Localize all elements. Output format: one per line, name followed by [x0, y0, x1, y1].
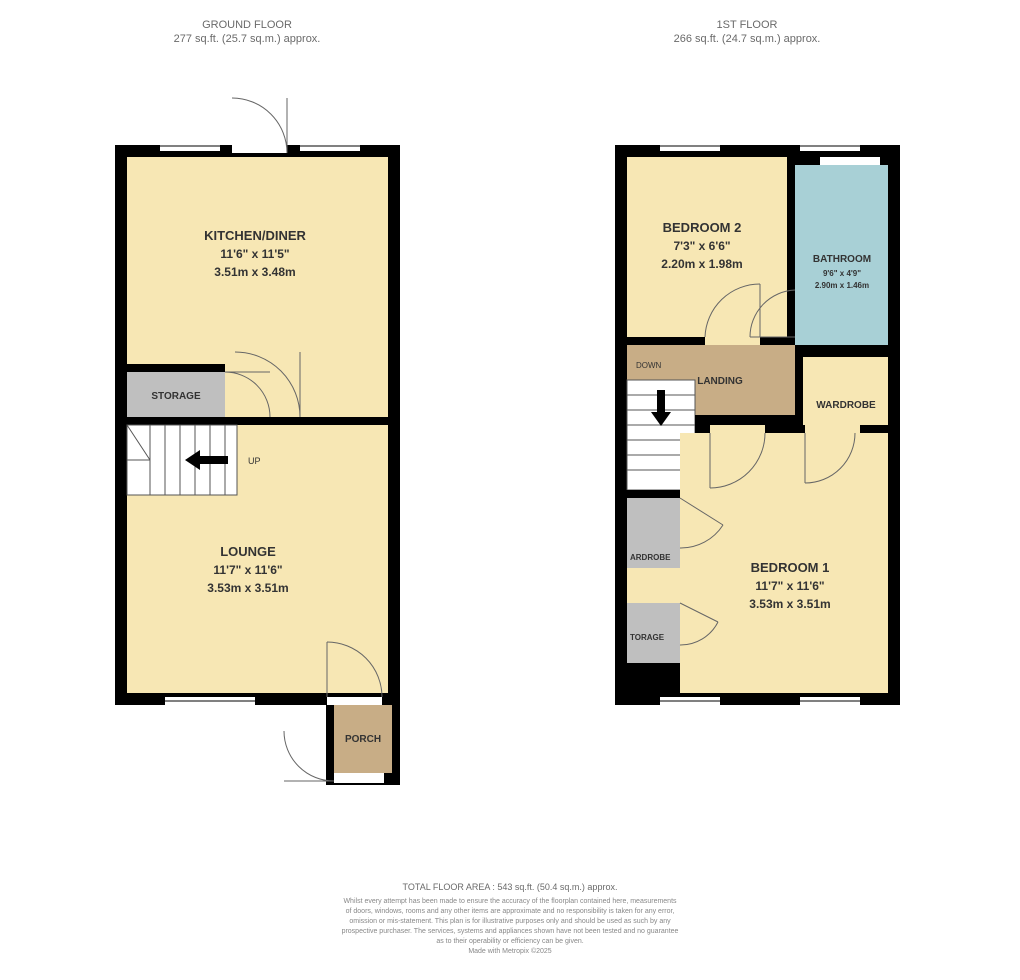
wardrobe-small-label: ARDROBE — [630, 553, 671, 562]
lounge-dim2: 3.53m x 3.51m — [207, 581, 288, 595]
bedroom1-dim1: 11'7" x 11'6" — [755, 579, 824, 593]
footer-line1: Whilst every attempt has been made to en… — [343, 898, 677, 905]
lounge-porch-opening — [327, 697, 382, 705]
storage-label: STORAGE — [151, 391, 201, 402]
storage-top-wall — [127, 364, 225, 372]
ground-floor-title: GROUND FLOOR — [202, 19, 292, 31]
wardrobe-door-opening — [805, 425, 860, 433]
bedroom2-dim1: 7'3" x 6'6" — [673, 239, 730, 253]
bathroom-dim2: 2.90m x 1.46m — [815, 281, 869, 290]
up-label: UP — [248, 456, 261, 466]
footer-total: TOTAL FLOOR AREA : 543 sq.ft. (50.4 sq.m… — [403, 882, 618, 892]
wardrobe-left-wall — [795, 357, 803, 425]
lounge-label: LOUNGE — [220, 544, 276, 559]
first-floor-sub: 266 sq.ft. (24.7 sq.m.) approx. — [674, 33, 821, 45]
kitchen-dim2: 3.51m x 3.48m — [214, 265, 295, 279]
wardrobe-room — [803, 357, 888, 425]
kitchen-label: KITCHEN/DINER — [204, 228, 306, 243]
bed2-door-opening — [705, 337, 760, 345]
ground-floor-sub: 277 sq.ft. (25.7 sq.m.) approx. — [174, 33, 321, 45]
stairs-ground — [127, 425, 237, 495]
wardrobe-top-wall — [795, 345, 900, 357]
bed1-door-opening — [710, 425, 765, 433]
ground-floor: UP KITCHEN/DINER 11'6" x 11'5" 3.51m x 3… — [115, 98, 400, 785]
first-floor: BEDROOM 2 7'3" x 6'6" 2.20m x 1.98m BATH… — [615, 142, 900, 706]
wall-bed2-bath — [787, 157, 795, 357]
footer-line3: omission or mis-statement. This plan is … — [349, 918, 671, 925]
floorplan-canvas: GROUND FLOOR 277 sq.ft. (25.7 sq.m.) app… — [0, 0, 1020, 980]
bedroom2-label: BEDROOM 2 — [663, 220, 742, 235]
kitchen-backdoor-opening — [232, 145, 287, 153]
first-floor-title: 1ST FLOOR — [717, 19, 778, 31]
porch-label: PORCH — [345, 734, 381, 745]
bathroom-dim1: 9'6" x 4'9" — [823, 269, 861, 278]
bathroom-ledge — [820, 157, 880, 165]
partition-kitchen-lounge-right — [300, 417, 400, 425]
porch-door-opening — [334, 773, 384, 783]
partition-kitchen-lounge-left — [115, 417, 235, 425]
footer-line4: prospective purchaser. The services, sys… — [342, 928, 679, 935]
bedroom1-dim2: 3.53m x 3.51m — [749, 597, 830, 611]
footer-line5: as to their operability or efficiency ca… — [436, 938, 583, 945]
wardrobe-label: WARDROBE — [816, 400, 876, 411]
footer-line6: Made with Metropix ©2025 — [468, 947, 551, 955]
lounge-dim1: 11'7" x 11'6" — [213, 563, 282, 577]
kitchen-dim1: 11'6" x 11'5" — [220, 247, 289, 261]
storage-small-label: TORAGE — [630, 633, 665, 642]
bed1-alcove — [627, 568, 680, 603]
kitchen-backdoor-arc — [232, 98, 287, 153]
down-label: DOWN — [636, 361, 662, 370]
bedroom1-label: BEDROOM 1 — [751, 560, 830, 575]
footer-line2: of doors, windows, rooms and any other i… — [346, 908, 675, 915]
landing-label: LANDING — [697, 376, 743, 387]
bathroom-label: BATHROOM — [813, 254, 871, 265]
bedroom2-dim2: 2.20m x 1.98m — [661, 257, 742, 271]
